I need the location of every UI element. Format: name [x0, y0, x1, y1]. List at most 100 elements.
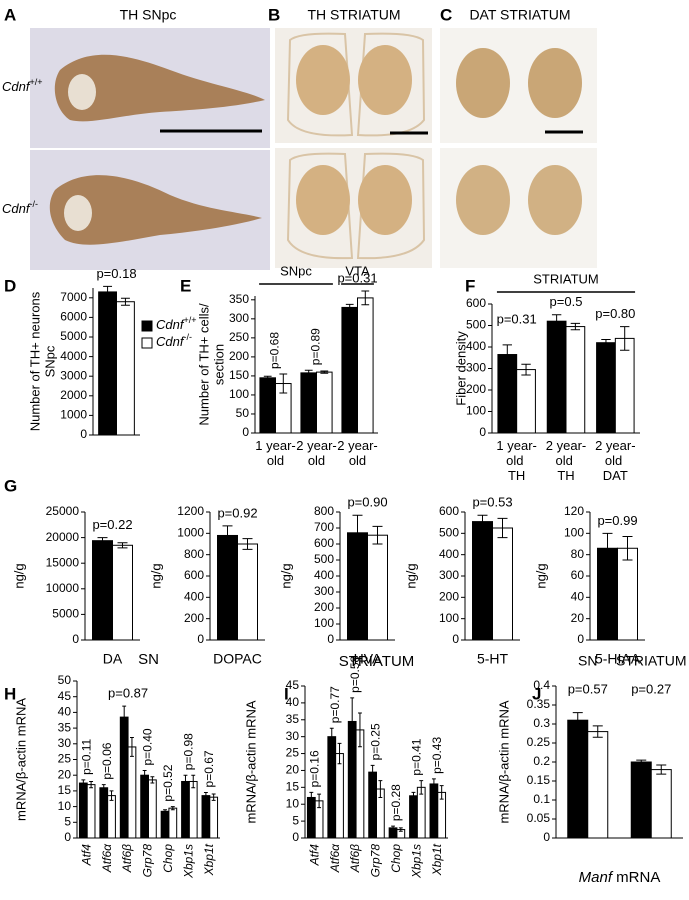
y-tick-label: 0: [452, 632, 459, 646]
bar: [546, 320, 567, 434]
x-tick-label: 5-HIAA: [595, 651, 641, 667]
bar: [516, 369, 536, 434]
y-tick-label: 200: [314, 600, 334, 614]
y-tick-label: 35: [58, 720, 72, 734]
x-tick-label: Atf4: [307, 844, 321, 867]
x-tick-label: Chop: [389, 844, 403, 873]
panel-letter: F: [465, 276, 475, 295]
p-value: p=0.57: [568, 681, 608, 696]
legend-label: Cdnf-/-: [156, 332, 192, 349]
bar: [259, 377, 277, 434]
bar: [119, 716, 129, 839]
y-tick-label: 300: [466, 361, 486, 375]
bar: [565, 326, 586, 434]
p-value: p=0.92: [217, 505, 257, 520]
bar: [148, 779, 157, 839]
error-bar: [81, 779, 86, 787]
y-axis-label: Fiber density: [453, 331, 468, 406]
y-axis-label: mRNA/β-actin mRNA: [243, 700, 258, 823]
error-bar: [304, 369, 313, 377]
y-tick-label: 800: [184, 547, 204, 561]
x-tick-label: 2 year-old: [296, 438, 336, 468]
bar: [181, 780, 190, 839]
y-tick-label: 15: [286, 780, 300, 794]
row-label: Cdnf+/+: [2, 77, 42, 94]
bar: [98, 291, 117, 436]
error-bar: [150, 776, 155, 784]
x-tick-label: 2 year-old TH: [546, 438, 586, 483]
panel-title: TH SNpc: [120, 7, 177, 23]
bar: [335, 753, 344, 839]
legend-label: Cdnf+/+: [156, 315, 196, 332]
bar: [201, 795, 211, 839]
bar: [112, 544, 133, 641]
x-tick-label: Atf4: [79, 844, 93, 867]
bar: [650, 769, 672, 839]
error-bar: [211, 793, 216, 801]
y-tick-label: 0.05: [527, 811, 551, 825]
bar: [99, 787, 109, 839]
bar: [327, 736, 337, 839]
error-bar: [279, 373, 288, 394]
bar: [306, 796, 316, 839]
bar: [86, 784, 96, 839]
error-bar: [592, 725, 603, 738]
y-tick-label: 25: [58, 752, 72, 766]
bar: [168, 807, 178, 839]
y-tick-label: 5: [292, 813, 299, 827]
error-bar: [345, 303, 354, 311]
error-bar: [350, 697, 355, 746]
error-bar: [352, 514, 363, 551]
y-tick-label: 1200: [177, 504, 204, 518]
bar: [416, 786, 426, 839]
category-label: SN: [578, 653, 597, 669]
p-value: p=0.43: [430, 737, 444, 774]
error-bar: [242, 538, 253, 550]
error-bar: [361, 290, 370, 306]
y-tick-label: 20000: [46, 530, 80, 544]
panel-letter: J: [532, 684, 541, 703]
panel-letter: B: [268, 5, 280, 24]
y-axis-label: ng/g: [533, 563, 548, 588]
p-value: p=0.06: [100, 742, 114, 779]
y-tick-label: 5000: [52, 607, 79, 621]
y-tick-label: 0.25: [527, 735, 551, 749]
y-tick-label: 300: [439, 568, 459, 582]
y-axis-label: mRNA/β-actin mRNA: [496, 700, 511, 823]
x-tick-label: Atf6α: [328, 843, 342, 873]
y-tick-label: 0: [543, 830, 550, 844]
panel-title: TH STRIATUM: [307, 7, 400, 23]
y-tick-label: 600: [314, 536, 334, 550]
y-tick-label: 100: [229, 387, 249, 401]
error-bar: [122, 705, 127, 729]
error-bar: [370, 764, 375, 780]
x-tick-label: Atf6α: [100, 843, 114, 873]
error-bar: [117, 542, 128, 549]
p-value: p=0.11: [79, 738, 93, 774]
p-value: p=0.5: [550, 294, 583, 309]
y-tick-label: 45: [286, 678, 300, 692]
y-tick-label: 30: [58, 736, 72, 750]
error-bar: [601, 338, 611, 347]
error-bar: [337, 742, 342, 765]
x-tick-label: DOPAC: [213, 651, 262, 667]
y-axis-label: ng/g: [148, 563, 163, 588]
y-tick-label: 4000: [60, 349, 87, 363]
bar: [368, 771, 378, 839]
bracket-label: SNpc: [280, 263, 312, 278]
error-bar: [551, 314, 562, 329]
error-bar: [378, 780, 383, 798]
error-bar: [97, 537, 108, 545]
y-tick-label: 40: [571, 590, 585, 604]
panel-letter: D: [4, 276, 16, 295]
y-tick-label: 25000: [46, 504, 80, 518]
y-tick-label: 6000: [60, 310, 87, 324]
y-tick-label: 15: [58, 783, 72, 797]
bar: [472, 521, 493, 641]
y-tick-label: 0.3: [533, 716, 550, 730]
y-axis-label: ng/g: [403, 563, 418, 588]
y-tick-label: 400: [184, 590, 204, 604]
y-tick-label: 10000: [46, 581, 80, 595]
x-tick-label: Grp78: [369, 844, 383, 878]
error-bar: [391, 825, 395, 831]
